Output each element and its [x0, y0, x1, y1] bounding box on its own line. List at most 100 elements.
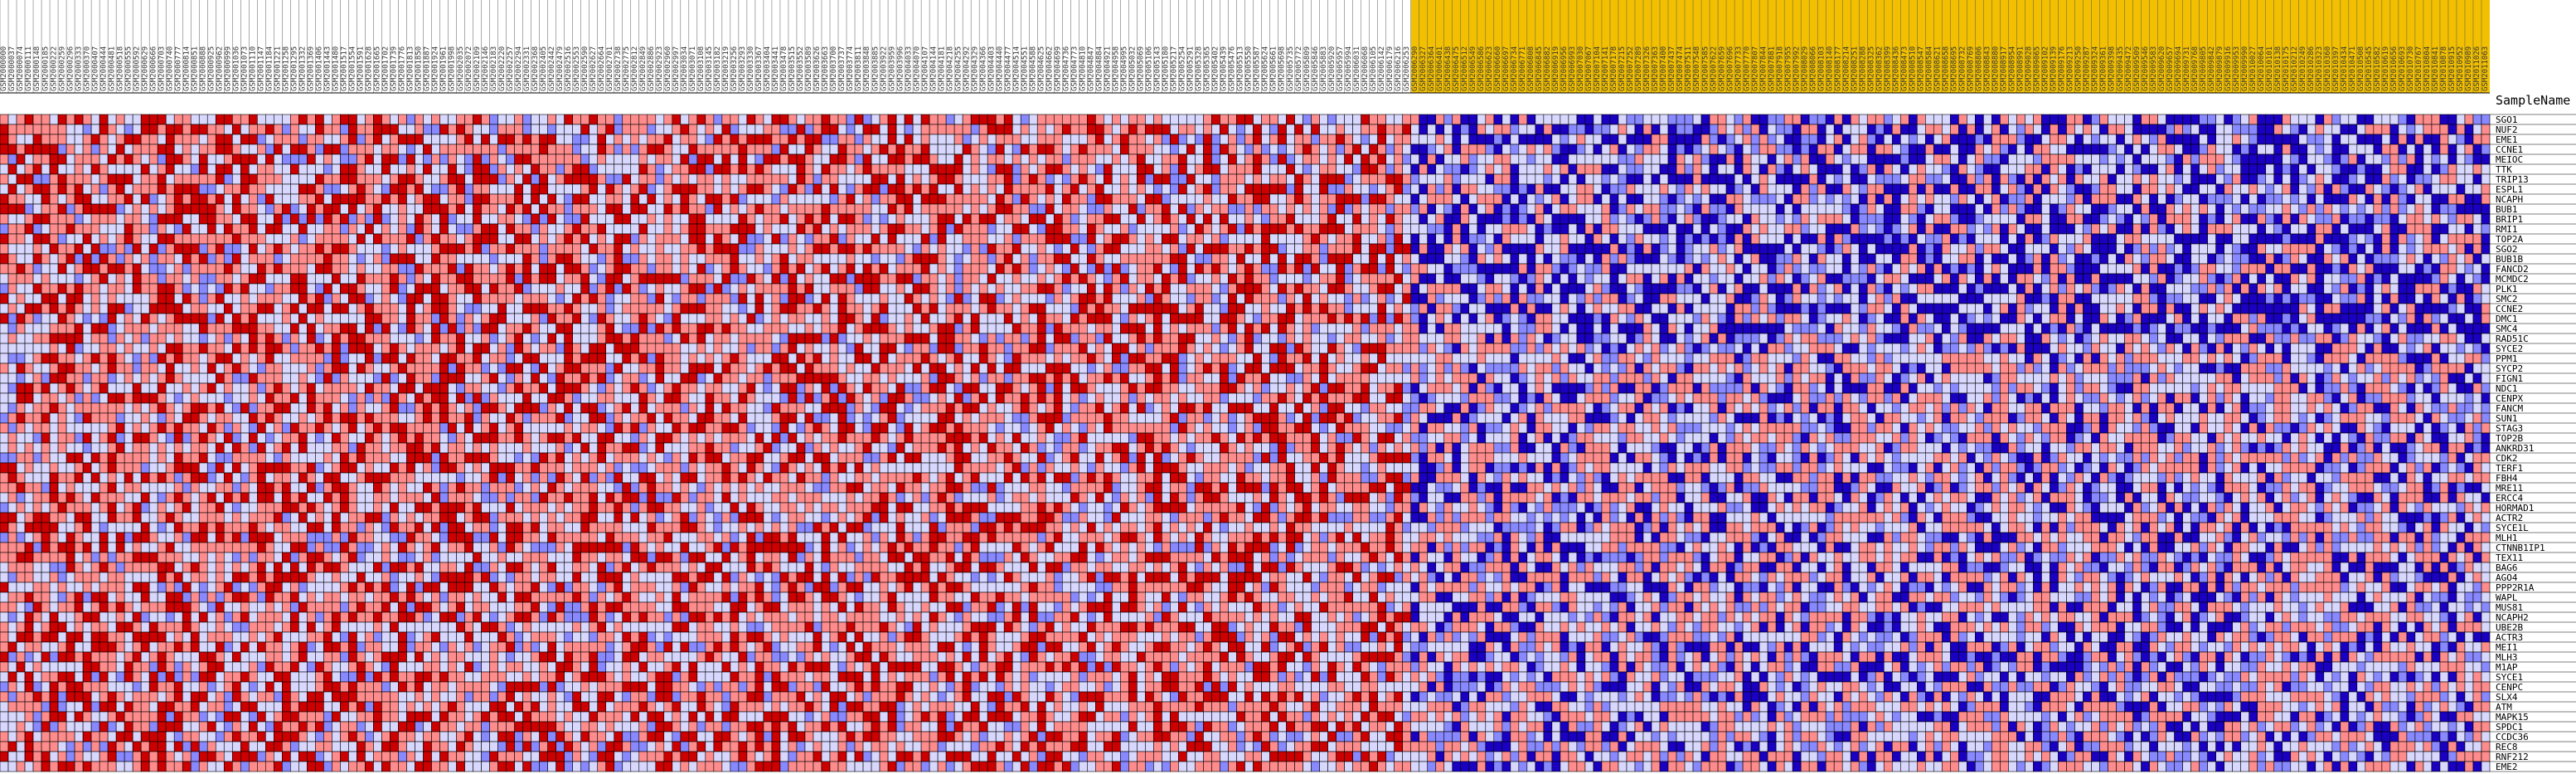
- heatmap-cell: [822, 194, 830, 204]
- heatmap-cell: [406, 184, 415, 194]
- heatmap-cell: [1178, 124, 1186, 134]
- heatmap-cell: [1859, 244, 1867, 254]
- heatmap-cell: [91, 204, 99, 214]
- heatmap-cell: [1859, 214, 1867, 224]
- heatmap-cell: [2448, 144, 2457, 154]
- heatmap-cell: [2000, 224, 2008, 234]
- heatmap-cell: [1295, 114, 1303, 124]
- heatmap-cell: [1254, 234, 1262, 244]
- heatmap-cell: [390, 154, 398, 164]
- heatmap-cell: [2316, 144, 2324, 154]
- heatmap-cell: [174, 234, 182, 244]
- heatmap-cell: [1967, 184, 1975, 194]
- heatmap-cell: [1328, 164, 1337, 174]
- heatmap-cell: [1933, 124, 1942, 134]
- heatmap-cell: [880, 204, 888, 214]
- heatmap-cell: [1403, 114, 1411, 124]
- heatmap-cell: [1768, 144, 1776, 154]
- heatmap-cell: [465, 134, 473, 144]
- heatmap-cell: [1486, 184, 1494, 194]
- column-label: GSM2009657: [2166, 46, 2175, 91]
- heatmap-cell: [1859, 224, 1867, 234]
- heatmap-cell: [1378, 194, 1386, 204]
- heatmap-cell: [1925, 154, 1933, 164]
- heatmap-cell: [714, 134, 722, 144]
- heatmap-cell: [1585, 224, 1594, 234]
- heatmap-cell: [1552, 154, 1560, 164]
- heatmap-cell: [2365, 164, 2374, 174]
- heatmap-cell: [432, 174, 440, 184]
- heatmap-cell: [424, 204, 432, 214]
- heatmap-cell: [2465, 234, 2473, 244]
- heatmap-cell: [1428, 254, 1436, 264]
- heatmap-cell: [1884, 144, 1892, 154]
- heatmap-cell: [2025, 234, 2033, 244]
- heatmap-cell: [1303, 174, 1312, 184]
- heatmap-cell: [141, 164, 149, 174]
- heatmap-cell: [124, 134, 133, 144]
- heatmap-cell: [954, 254, 963, 264]
- heatmap-cell: [540, 214, 548, 224]
- heatmap-cell: [1262, 164, 1270, 174]
- heatmap-cell: [1693, 144, 1701, 154]
- heatmap-cell: [1403, 254, 1411, 264]
- heatmap-cell: [440, 124, 449, 134]
- heatmap-cell: [390, 254, 398, 264]
- column-label: GSM2007474: [1676, 46, 1685, 91]
- heatmap-cell: [1029, 254, 1037, 264]
- column-label: GSM2007733: [1734, 46, 1743, 91]
- heatmap-cell: [2374, 234, 2382, 244]
- heatmap-cell: [257, 214, 265, 224]
- heatmap-cell: [1784, 204, 1793, 214]
- heatmap-cell: [1012, 224, 1021, 234]
- heatmap-cell: [896, 194, 905, 204]
- heatmap-cell: [2066, 204, 2074, 214]
- heatmap-cell: [614, 144, 623, 154]
- heatmap-cell: [747, 124, 755, 134]
- heatmap-cell: [2233, 234, 2241, 244]
- heatmap-cell: [573, 154, 581, 164]
- heatmap-cell: [1120, 244, 1128, 254]
- heatmap-cell: [2117, 204, 2125, 214]
- heatmap-cell: [606, 154, 614, 164]
- heatmap-cell: [863, 214, 871, 224]
- heatmap-cell: [905, 184, 913, 194]
- heatmap-cell: [357, 174, 365, 184]
- heatmap-cell: [1685, 234, 1693, 244]
- heatmap-cell: [1975, 214, 1983, 224]
- heatmap-cell: [1519, 144, 1527, 154]
- heatmap-cell: [133, 254, 141, 264]
- heatmap-cell: [381, 254, 390, 264]
- heatmap-cell: [921, 174, 929, 184]
- heatmap-cell: [565, 194, 573, 204]
- heatmap-cell: [1378, 154, 1386, 164]
- heatmap-cell: [1203, 164, 1211, 174]
- heatmap-cell: [41, 204, 50, 214]
- heatmap-cell: [498, 174, 507, 184]
- heatmap-cell: [1469, 244, 1477, 254]
- column-label: GSM2004144: [929, 46, 938, 91]
- heatmap-cell: [2440, 134, 2448, 144]
- heatmap-cell: [938, 134, 946, 144]
- heatmap-cell: [1345, 124, 1353, 134]
- heatmap-cell: [2142, 144, 2150, 154]
- heatmap-cell: [2382, 164, 2390, 174]
- heatmap-cell: [2066, 214, 2074, 224]
- heatmap-cell: [2415, 134, 2423, 144]
- heatmap-cell: [772, 254, 780, 264]
- heatmap-cell: [1569, 184, 1577, 194]
- column-label: GSM2007252: [1627, 46, 1635, 91]
- heatmap-cell: [1834, 214, 1842, 224]
- heatmap-cell: [896, 174, 905, 184]
- heatmap-cell: [224, 154, 232, 164]
- heatmap-cell: [274, 114, 282, 124]
- heatmap-cell: [158, 134, 166, 144]
- heatmap-cell: [1004, 244, 1012, 254]
- heatmap-cell: [979, 134, 987, 144]
- heatmap-cell: [1527, 184, 1535, 194]
- heatmap-cell: [224, 124, 232, 134]
- heatmap-cell: [490, 154, 498, 164]
- heatmap-cell: [1884, 124, 1892, 134]
- heatmap-cell: [290, 174, 298, 184]
- heatmap-cell: [764, 184, 772, 194]
